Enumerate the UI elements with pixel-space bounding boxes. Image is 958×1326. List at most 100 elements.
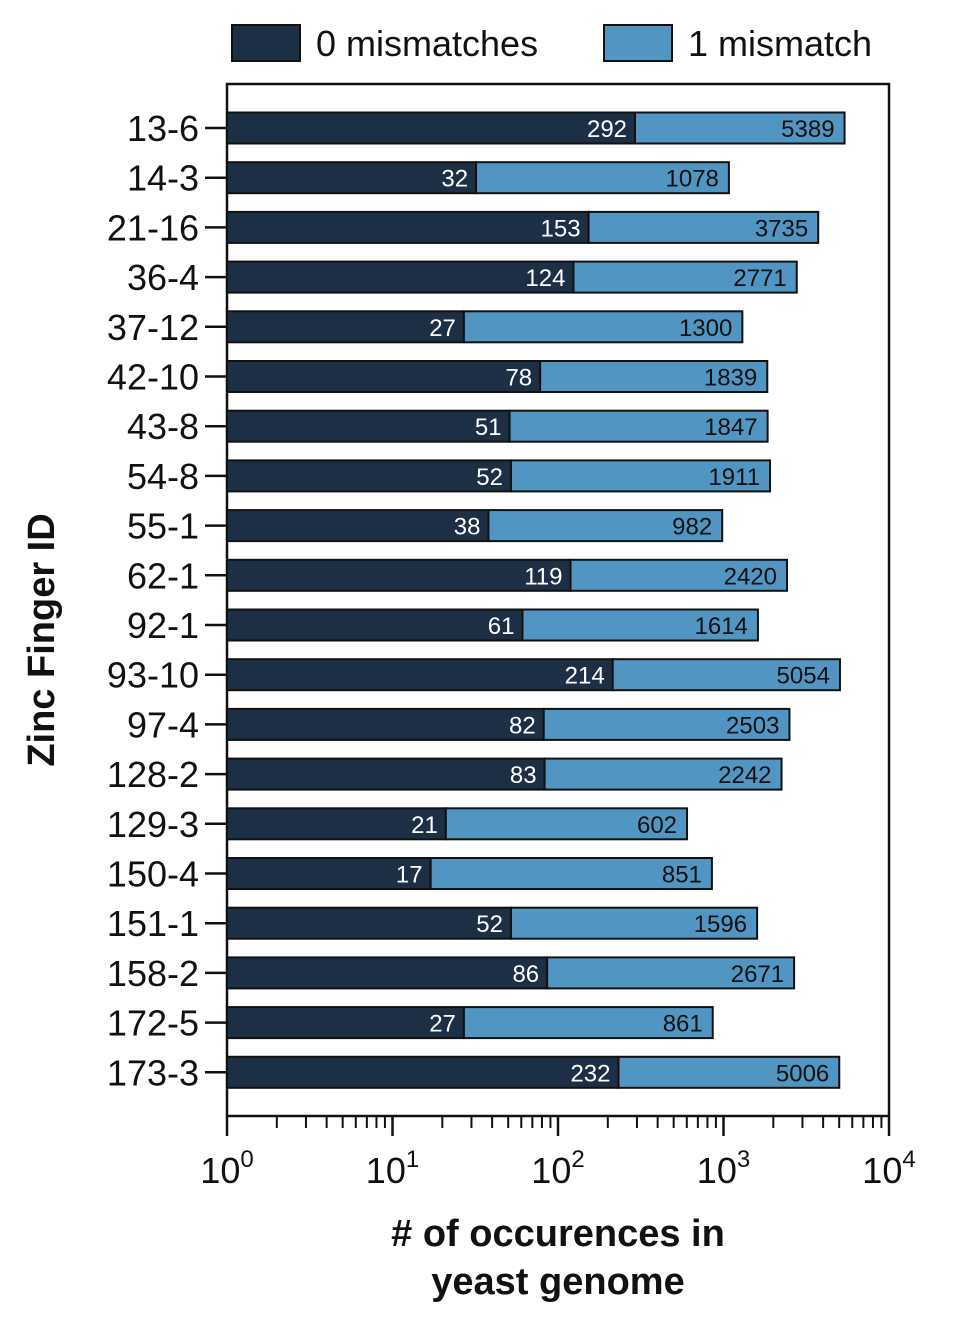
value-label-0-mismatches: 32	[441, 166, 468, 193]
bar-0-mismatches	[226, 459, 512, 493]
legend-label-1-mismatch: 1 mismatch	[688, 23, 872, 64]
category-label: 129-3	[107, 804, 199, 845]
value-label-1-mismatch: 2771	[733, 265, 786, 292]
bar-0-mismatches	[226, 558, 572, 592]
value-label-0-mismatches: 124	[525, 265, 565, 292]
bar-1-mismatch	[444, 807, 689, 841]
x-tick-base: 10	[531, 1150, 571, 1191]
value-label-1-mismatch: 5054	[777, 663, 830, 690]
bar-0-mismatches	[226, 260, 575, 294]
bar-0-mismatches	[226, 608, 524, 642]
value-label-0-mismatches: 292	[587, 116, 627, 143]
bar-0-mismatches	[226, 857, 432, 890]
bar-0-mismatches	[226, 1055, 620, 1089]
value-label-1-mismatch: 2420	[724, 563, 777, 590]
bar-1-mismatch	[572, 260, 798, 294]
x-tick-exponent: 3	[737, 1146, 750, 1173]
bar-1-mismatch	[587, 210, 820, 244]
value-label-0-mismatches: 214	[565, 663, 605, 690]
category-label: 97-4	[127, 704, 199, 745]
bar-1-mismatch	[475, 161, 730, 195]
value-label-1-mismatch: 1596	[694, 911, 747, 938]
bar-1-mismatch	[462, 310, 744, 344]
category-label: 42-10	[107, 357, 199, 398]
value-label-0-mismatches: 21	[411, 812, 438, 839]
x-axis-title-line-1: # of occurences in	[391, 1213, 725, 1255]
x-tick-exponent: 0	[240, 1146, 253, 1173]
bar-1-mismatch	[542, 707, 791, 741]
category-label: 54-8	[127, 456, 199, 497]
x-tick-label: 101	[366, 1146, 419, 1191]
category-label: 13-6	[127, 108, 199, 149]
bar-1-mismatch	[546, 956, 796, 990]
category-label: 21-16	[107, 207, 199, 248]
bar-0-mismatches	[226, 509, 490, 543]
bar-0-mismatches	[226, 210, 590, 244]
value-label-1-mismatch: 851	[662, 862, 702, 889]
value-label-0-mismatches: 38	[454, 514, 481, 541]
value-label-0-mismatches: 78	[505, 365, 532, 392]
bar-1-mismatch	[521, 608, 759, 642]
bar-0-mismatches	[226, 161, 478, 195]
value-label-0-mismatches: 17	[396, 862, 423, 889]
bar-1-mismatch	[509, 459, 772, 493]
category-label: 55-1	[127, 506, 199, 547]
bar-1-mismatch	[508, 409, 769, 443]
category-label: 37-12	[107, 307, 199, 348]
bar-0-mismatches	[226, 707, 545, 741]
x-tick-label: 104	[862, 1146, 915, 1191]
value-label-1-mismatch: 861	[663, 1011, 703, 1038]
bar-0-mismatches	[226, 111, 637, 145]
value-label-0-mismatches: 86	[512, 961, 539, 988]
bar-0-mismatches	[226, 956, 549, 990]
bar-0-mismatches	[226, 409, 511, 443]
x-tick-label: 100	[200, 1146, 253, 1191]
category-label: 158-2	[107, 953, 199, 994]
value-label-1-mismatch: 1614	[695, 613, 748, 640]
category-label: 36-4	[127, 257, 199, 298]
value-label-1-mismatch: 1839	[704, 365, 757, 392]
value-label-1-mismatch: 1300	[679, 315, 732, 342]
category-label: 172-5	[107, 1003, 199, 1044]
bar-0-mismatches	[226, 1006, 465, 1040]
bar-1-mismatch	[429, 857, 713, 890]
category-label: 92-1	[127, 605, 199, 646]
x-axis-title-line-2: yeast genome	[431, 1261, 684, 1303]
bar-1-mismatch	[543, 757, 783, 791]
value-label-0-mismatches: 27	[429, 315, 456, 342]
bar-1-mismatch	[462, 1006, 714, 1040]
category-label: 150-4	[107, 854, 199, 895]
value-label-0-mismatches: 153	[541, 215, 581, 242]
bar-0-mismatches	[226, 906, 512, 940]
value-label-1-mismatch: 982	[672, 514, 712, 541]
y-axis-title: Zinc Finger ID	[21, 513, 63, 766]
x-tick-base: 10	[366, 1150, 406, 1191]
legend-label-0-mismatches: 0 mismatches	[316, 23, 538, 64]
x-tick-exponent: 1	[406, 1146, 419, 1173]
category-label: 93-10	[107, 655, 199, 696]
value-label-0-mismatches: 119	[524, 563, 562, 590]
value-label-0-mismatches: 83	[510, 762, 537, 789]
value-label-1-mismatch: 1911	[708, 464, 760, 491]
x-tick-label: 102	[531, 1146, 584, 1191]
value-label-1-mismatch: 602	[637, 812, 677, 839]
legend-swatch-0-mismatches	[231, 24, 301, 62]
value-label-1-mismatch: 5389	[781, 116, 834, 143]
value-label-0-mismatches: 52	[476, 464, 503, 491]
value-label-0-mismatches: 52	[476, 911, 503, 938]
value-label-0-mismatches: 27	[429, 1011, 456, 1038]
category-label: 151-1	[107, 903, 199, 944]
value-label-0-mismatches: 51	[475, 414, 502, 441]
value-label-1-mismatch: 2242	[718, 762, 771, 789]
value-label-0-mismatches: 61	[488, 613, 515, 640]
category-label: 128-2	[107, 754, 199, 795]
value-label-1-mismatch: 3735	[755, 215, 808, 242]
bar-0-mismatches	[226, 757, 546, 791]
bar-1-mismatch	[487, 509, 724, 543]
x-tick-base: 10	[697, 1150, 737, 1191]
value-label-1-mismatch: 5006	[776, 1060, 829, 1087]
category-label: 173-3	[107, 1052, 199, 1093]
legend-swatch-1-mismatch	[603, 24, 673, 62]
value-label-0-mismatches: 232	[570, 1060, 610, 1087]
